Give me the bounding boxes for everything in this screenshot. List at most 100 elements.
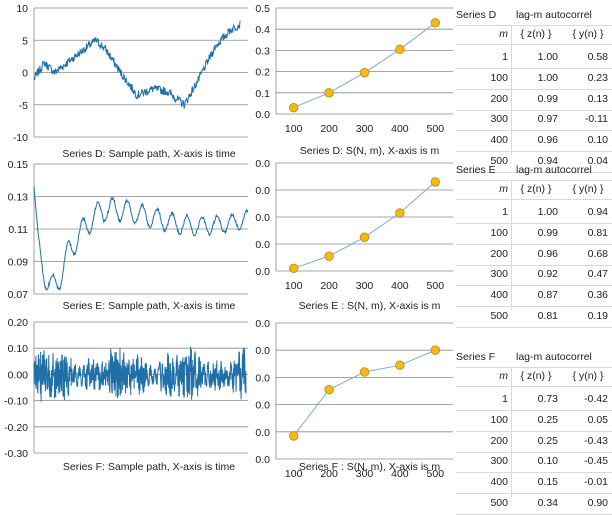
data-point [289, 263, 299, 274]
row-z: 0.87 [537, 289, 558, 302]
y-tick-label: 0.5 [255, 3, 270, 15]
series-f-table: Series F lag-m autocorrel m { z(n) } { y(n) … [456, 350, 612, 515]
series-line [293, 181, 436, 269]
x-tick-label: 500 [427, 123, 445, 135]
table-divider [456, 199, 612, 200]
row-y: 0.47 [587, 268, 608, 281]
row-z: 1.00 [537, 206, 558, 218]
chart-caption: Series D: S(N, m), X-axis is m [300, 145, 440, 157]
row-m: 200 [490, 247, 508, 260]
series-e-table: Series E lag-m autocorrel m { z(n) } { y(n) … [456, 163, 612, 328]
row-y: 0.13 [587, 92, 608, 105]
sample-path-chart-e: 0.15 0.13 0.11 0.09 0.07 Series E: Sample pat… [8, 159, 249, 312]
series-d-table: Series D lag-m autocorrel m { z(n) } { y(n) … [456, 8, 612, 173]
row-z: 0.96 [537, 247, 558, 260]
row-y: -0.42 [584, 393, 608, 405]
chart-caption: Series F : S(N, m), X-axis is m [299, 461, 440, 473]
table-divider [456, 386, 612, 387]
y-tick-label: 0.15 [8, 159, 29, 171]
series-line [293, 22, 436, 109]
x-tick-label: 200 [320, 280, 338, 292]
y-tick-label: 0 [22, 68, 28, 80]
series-f-path-line [33, 346, 247, 402]
x-tick-label: 300 [356, 123, 374, 135]
chart-caption: Series D: Sample path, X-axis is time [62, 148, 235, 160]
row-m: 100 [490, 413, 508, 426]
x-tick-label: 300 [356, 280, 374, 292]
y-tick-label: 0.0 [255, 345, 270, 357]
chart-caption: Series F: Sample path, X-axis is time [63, 461, 235, 473]
charts-canvas: 10 5 0 -5 -10 Series D: Sample path, X-axis i… [4, 3, 453, 477]
row-m: 400 [490, 289, 508, 302]
row-z: 0.15 [537, 476, 558, 489]
table-divider [456, 130, 612, 132]
x-tick-label: 400 [391, 280, 409, 292]
row-y: 0.36 [587, 289, 608, 302]
y-tick-label: 10 [16, 3, 28, 15]
z-header: { z(n) } [520, 28, 552, 40]
data-point [359, 367, 370, 377]
row-y: 0.04 [587, 155, 608, 167]
z-header: { z(n) } [520, 370, 552, 382]
row-m: 1 [502, 206, 508, 218]
row-m: 1 [502, 51, 508, 63]
y-header: { y(n) } [572, 28, 604, 40]
data-point [359, 67, 370, 78]
table-title: lag-m autocorrel [516, 351, 592, 363]
row-z: 1.00 [537, 51, 558, 63]
chart-caption: Series E: Sample path, X-axis is time [63, 300, 236, 312]
x-tick-label: 200 [320, 468, 338, 477]
row-y: -0.45 [584, 455, 608, 468]
data-point [430, 18, 441, 28]
y-tick-label: 0.0 [255, 372, 270, 384]
series-f-snm-chart: 0.0 0.0 0.0 0.0 0.0 0.0 100 200 300 400 500Series … [255, 318, 453, 477]
y-tick-label: 0.4 [255, 24, 270, 36]
y-tick-label: 0.3 [255, 45, 270, 57]
y-tick-label: 5 [22, 35, 28, 47]
x-tick-label: 100 [285, 280, 303, 292]
table-divider [456, 223, 612, 224]
x-tick-label: 300 [356, 468, 374, 477]
row-m: 400 [490, 134, 508, 147]
table-divider [456, 285, 612, 287]
row-m: 500 [490, 497, 508, 509]
y-tick-label: 0.0 [255, 400, 270, 412]
y-tick-label: 0.09 [8, 257, 29, 269]
m-header: m [499, 28, 508, 40]
row-z: 0.25 [537, 434, 558, 447]
x-tick-label: 200 [320, 123, 338, 135]
row-m: 500 [490, 155, 508, 167]
data-point [289, 102, 299, 113]
series-e-path-line [33, 186, 249, 291]
row-z: 1.00 [537, 71, 558, 84]
table-divider [456, 68, 612, 69]
table-title: lag-m autocorrel [516, 164, 592, 176]
y-tick-label: 0.0 [255, 212, 270, 224]
y-tick-label: 0.0 [255, 185, 270, 197]
table-divider [456, 25, 612, 26]
table-divider [456, 109, 612, 111]
table-title: lag-m autocorrel [516, 9, 592, 21]
row-z: 0.25 [537, 413, 558, 426]
y-tick-label: -5 [19, 100, 28, 112]
table-divider [456, 172, 612, 173]
y-tick-label: -0.20 [4, 422, 28, 434]
series-d-snm-chart: 0.5 0.4 0.3 0.2 0.1 0.0 100 200 300 400 500 Series … [255, 3, 453, 157]
data-point [395, 208, 405, 218]
x-tick-label: 500 [427, 280, 445, 292]
m-header: m [499, 183, 508, 195]
row-z: 0.99 [537, 226, 558, 239]
y-tick-label: 0.10 [8, 343, 29, 355]
table-divider [456, 410, 612, 411]
table-divider [456, 430, 612, 432]
y-tick-label: -10 [13, 132, 28, 144]
row-z: 0.81 [537, 310, 558, 322]
table-divider [456, 180, 612, 181]
sample-path-chart-d: 10 5 0 -5 -10 Series D: Sample path, X-axis i… [13, 3, 248, 160]
x-tick-label: 500 [427, 468, 445, 477]
y-tick-label: 0.07 [8, 289, 29, 301]
y-tick-label: 0.0 [255, 454, 270, 466]
table-divider [456, 243, 612, 245]
row-y: 0.81 [587, 226, 608, 239]
row-m: 200 [490, 92, 508, 105]
